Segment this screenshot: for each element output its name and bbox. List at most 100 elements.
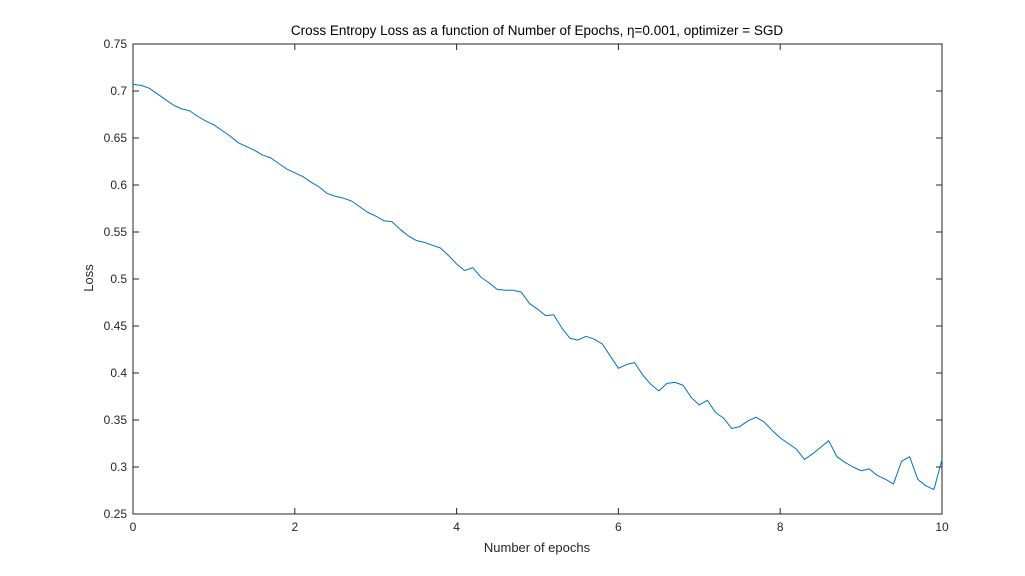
chart-title: Cross Entropy Loss as a function of Numb… <box>291 23 783 38</box>
loss-point <box>294 172 295 173</box>
loss-point <box>820 447 821 448</box>
loss-point <box>683 385 684 386</box>
loss-point <box>440 247 441 248</box>
loss-point <box>221 130 222 131</box>
x-tick-label: 2 <box>291 520 298 534</box>
loss-point <box>594 339 595 340</box>
loss-point <box>853 467 854 468</box>
loss-point <box>327 193 328 194</box>
loss-point <box>893 483 894 484</box>
loss-point <box>925 485 926 486</box>
loss-point <box>181 108 182 109</box>
loss-point <box>804 459 805 460</box>
loss-point <box>747 420 748 421</box>
loss-point <box>189 110 190 111</box>
loss-point <box>521 292 522 293</box>
loss-point <box>165 99 166 100</box>
loss-point <box>764 421 765 422</box>
loss-point <box>877 475 878 476</box>
loss-point <box>399 229 400 230</box>
loss-point <box>772 430 773 431</box>
loss-point <box>812 453 813 454</box>
loss-point <box>739 426 740 427</box>
loss-point <box>650 384 651 385</box>
loss-point <box>464 270 465 271</box>
loss-point <box>561 327 562 328</box>
loss-point <box>416 240 417 241</box>
y-tick-label: 0.45 <box>104 319 128 333</box>
y-tick-label: 0.5 <box>110 272 127 286</box>
loss-point <box>230 136 231 137</box>
loss-point <box>149 88 150 89</box>
loss-point <box>359 206 360 207</box>
loss-point <box>861 470 862 471</box>
loss-point <box>836 456 837 457</box>
loss-point <box>238 142 239 143</box>
x-tick-label: 4 <box>453 520 460 534</box>
loss-point <box>302 176 303 177</box>
loss-point <box>505 290 506 291</box>
loss-point <box>408 235 409 236</box>
loss-point <box>885 479 886 480</box>
loss-point <box>545 315 546 316</box>
loss-point <box>513 290 514 291</box>
loss-point <box>173 105 174 106</box>
loss-point <box>270 157 271 158</box>
loss-point <box>157 93 158 94</box>
loss-point <box>569 338 570 339</box>
loss-series-line <box>132 83 943 491</box>
axes-box <box>132 43 943 515</box>
loss-point <box>553 314 554 315</box>
loss-point <box>642 374 643 375</box>
loss-point <box>796 449 797 450</box>
loss-point <box>335 196 336 197</box>
loss-point <box>448 255 449 256</box>
loss-point <box>618 368 619 369</box>
loss-point <box>432 245 433 246</box>
loss-point <box>788 443 789 444</box>
loss-point <box>731 428 732 429</box>
y-tick-label: 0.7 <box>110 84 127 98</box>
x-tick-label: 8 <box>777 520 784 534</box>
loss-point <box>658 390 659 391</box>
loss-point <box>456 263 457 264</box>
loss-point <box>278 163 279 164</box>
loss-point <box>488 282 489 283</box>
loss-point <box>246 146 247 147</box>
x-axis-label: Number of epochs <box>484 540 591 555</box>
loss-point <box>497 289 498 290</box>
y-tick-label: 0.75 <box>104 37 128 51</box>
y-axis-label: Loss <box>81 264 96 292</box>
loss-point <box>666 383 667 384</box>
loss-point <box>351 200 352 201</box>
loss-point <box>537 309 538 310</box>
data-series <box>132 83 943 491</box>
loss-point <box>602 343 603 344</box>
y-tick-label: 0.55 <box>104 225 128 239</box>
loss-point <box>472 267 473 268</box>
loss-point <box>828 440 829 441</box>
loss-point <box>675 382 676 383</box>
x-tick-label: 0 <box>130 520 137 534</box>
loss-point <box>755 417 756 418</box>
loss-point <box>780 437 781 438</box>
x-tick-label: 6 <box>615 520 622 534</box>
loss-point <box>586 336 587 337</box>
loss-point <box>383 220 384 221</box>
loss-point <box>869 468 870 469</box>
loss-point <box>529 303 530 304</box>
loss-point <box>577 340 578 341</box>
loss-point <box>286 169 287 170</box>
loss-point <box>391 221 392 222</box>
loss-point <box>909 456 910 457</box>
loss-point <box>901 461 902 462</box>
loss-point <box>844 462 845 463</box>
loss-point <box>723 418 724 419</box>
loss-point <box>213 124 214 125</box>
y-tick-label: 0.4 <box>110 366 127 380</box>
loss-point <box>133 84 134 85</box>
loss-point <box>933 489 934 490</box>
loss-point <box>310 182 311 183</box>
y-tick-label: 0.25 <box>104 507 128 521</box>
